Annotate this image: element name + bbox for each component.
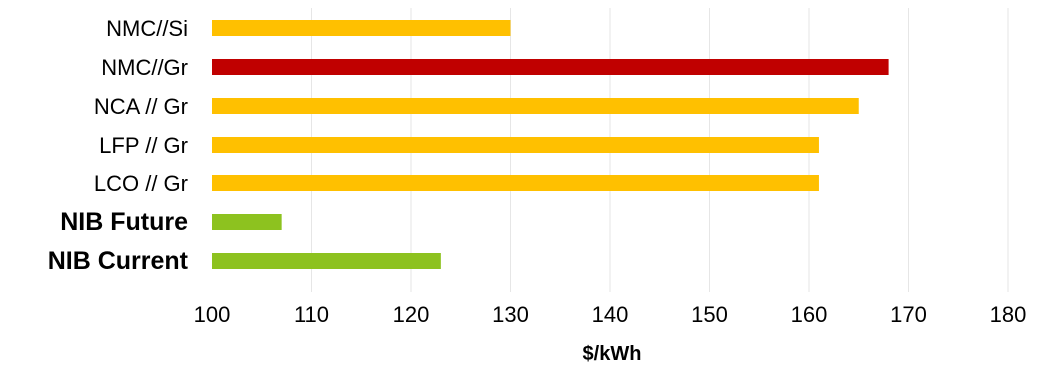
x-tick-label: 150 (691, 302, 728, 327)
bar-nmc-si (212, 20, 511, 36)
x-tick-label: 180 (990, 302, 1027, 327)
category-label: NMC//Si (106, 16, 188, 41)
category-label: LFP // Gr (99, 133, 188, 158)
x-tick-label: 160 (791, 302, 828, 327)
category-label: NIB Future (60, 208, 188, 236)
bar-nib-future (212, 214, 282, 230)
bar-lfp-gr (212, 137, 819, 153)
bar-lco-gr (212, 175, 819, 191)
bars (212, 20, 889, 269)
category-label: NCA // Gr (94, 94, 188, 119)
bar-nmc-gr (212, 59, 889, 75)
x-axis-title: $/kWh (583, 343, 642, 365)
x-tick-label: 170 (890, 302, 927, 327)
x-tick-label: 100 (194, 302, 231, 327)
category-labels: NMC//Si NMC//Gr NCA // Gr LFP // Gr LCO // G… (48, 16, 189, 275)
bar-nca-gr (212, 98, 859, 114)
x-tick-label: 110 (294, 302, 329, 327)
x-tick-label: 130 (492, 302, 529, 327)
category-label: NMC//Gr (101, 55, 188, 80)
category-label: LCO // Gr (94, 171, 188, 196)
x-tick-labels: 100 110 120 130 140 150 160 170 180 (194, 302, 1027, 327)
category-label: NIB Current (48, 247, 189, 275)
x-tick-label: 120 (393, 302, 430, 327)
x-tick-label: 140 (592, 302, 629, 327)
bar-nib-current (212, 253, 441, 269)
